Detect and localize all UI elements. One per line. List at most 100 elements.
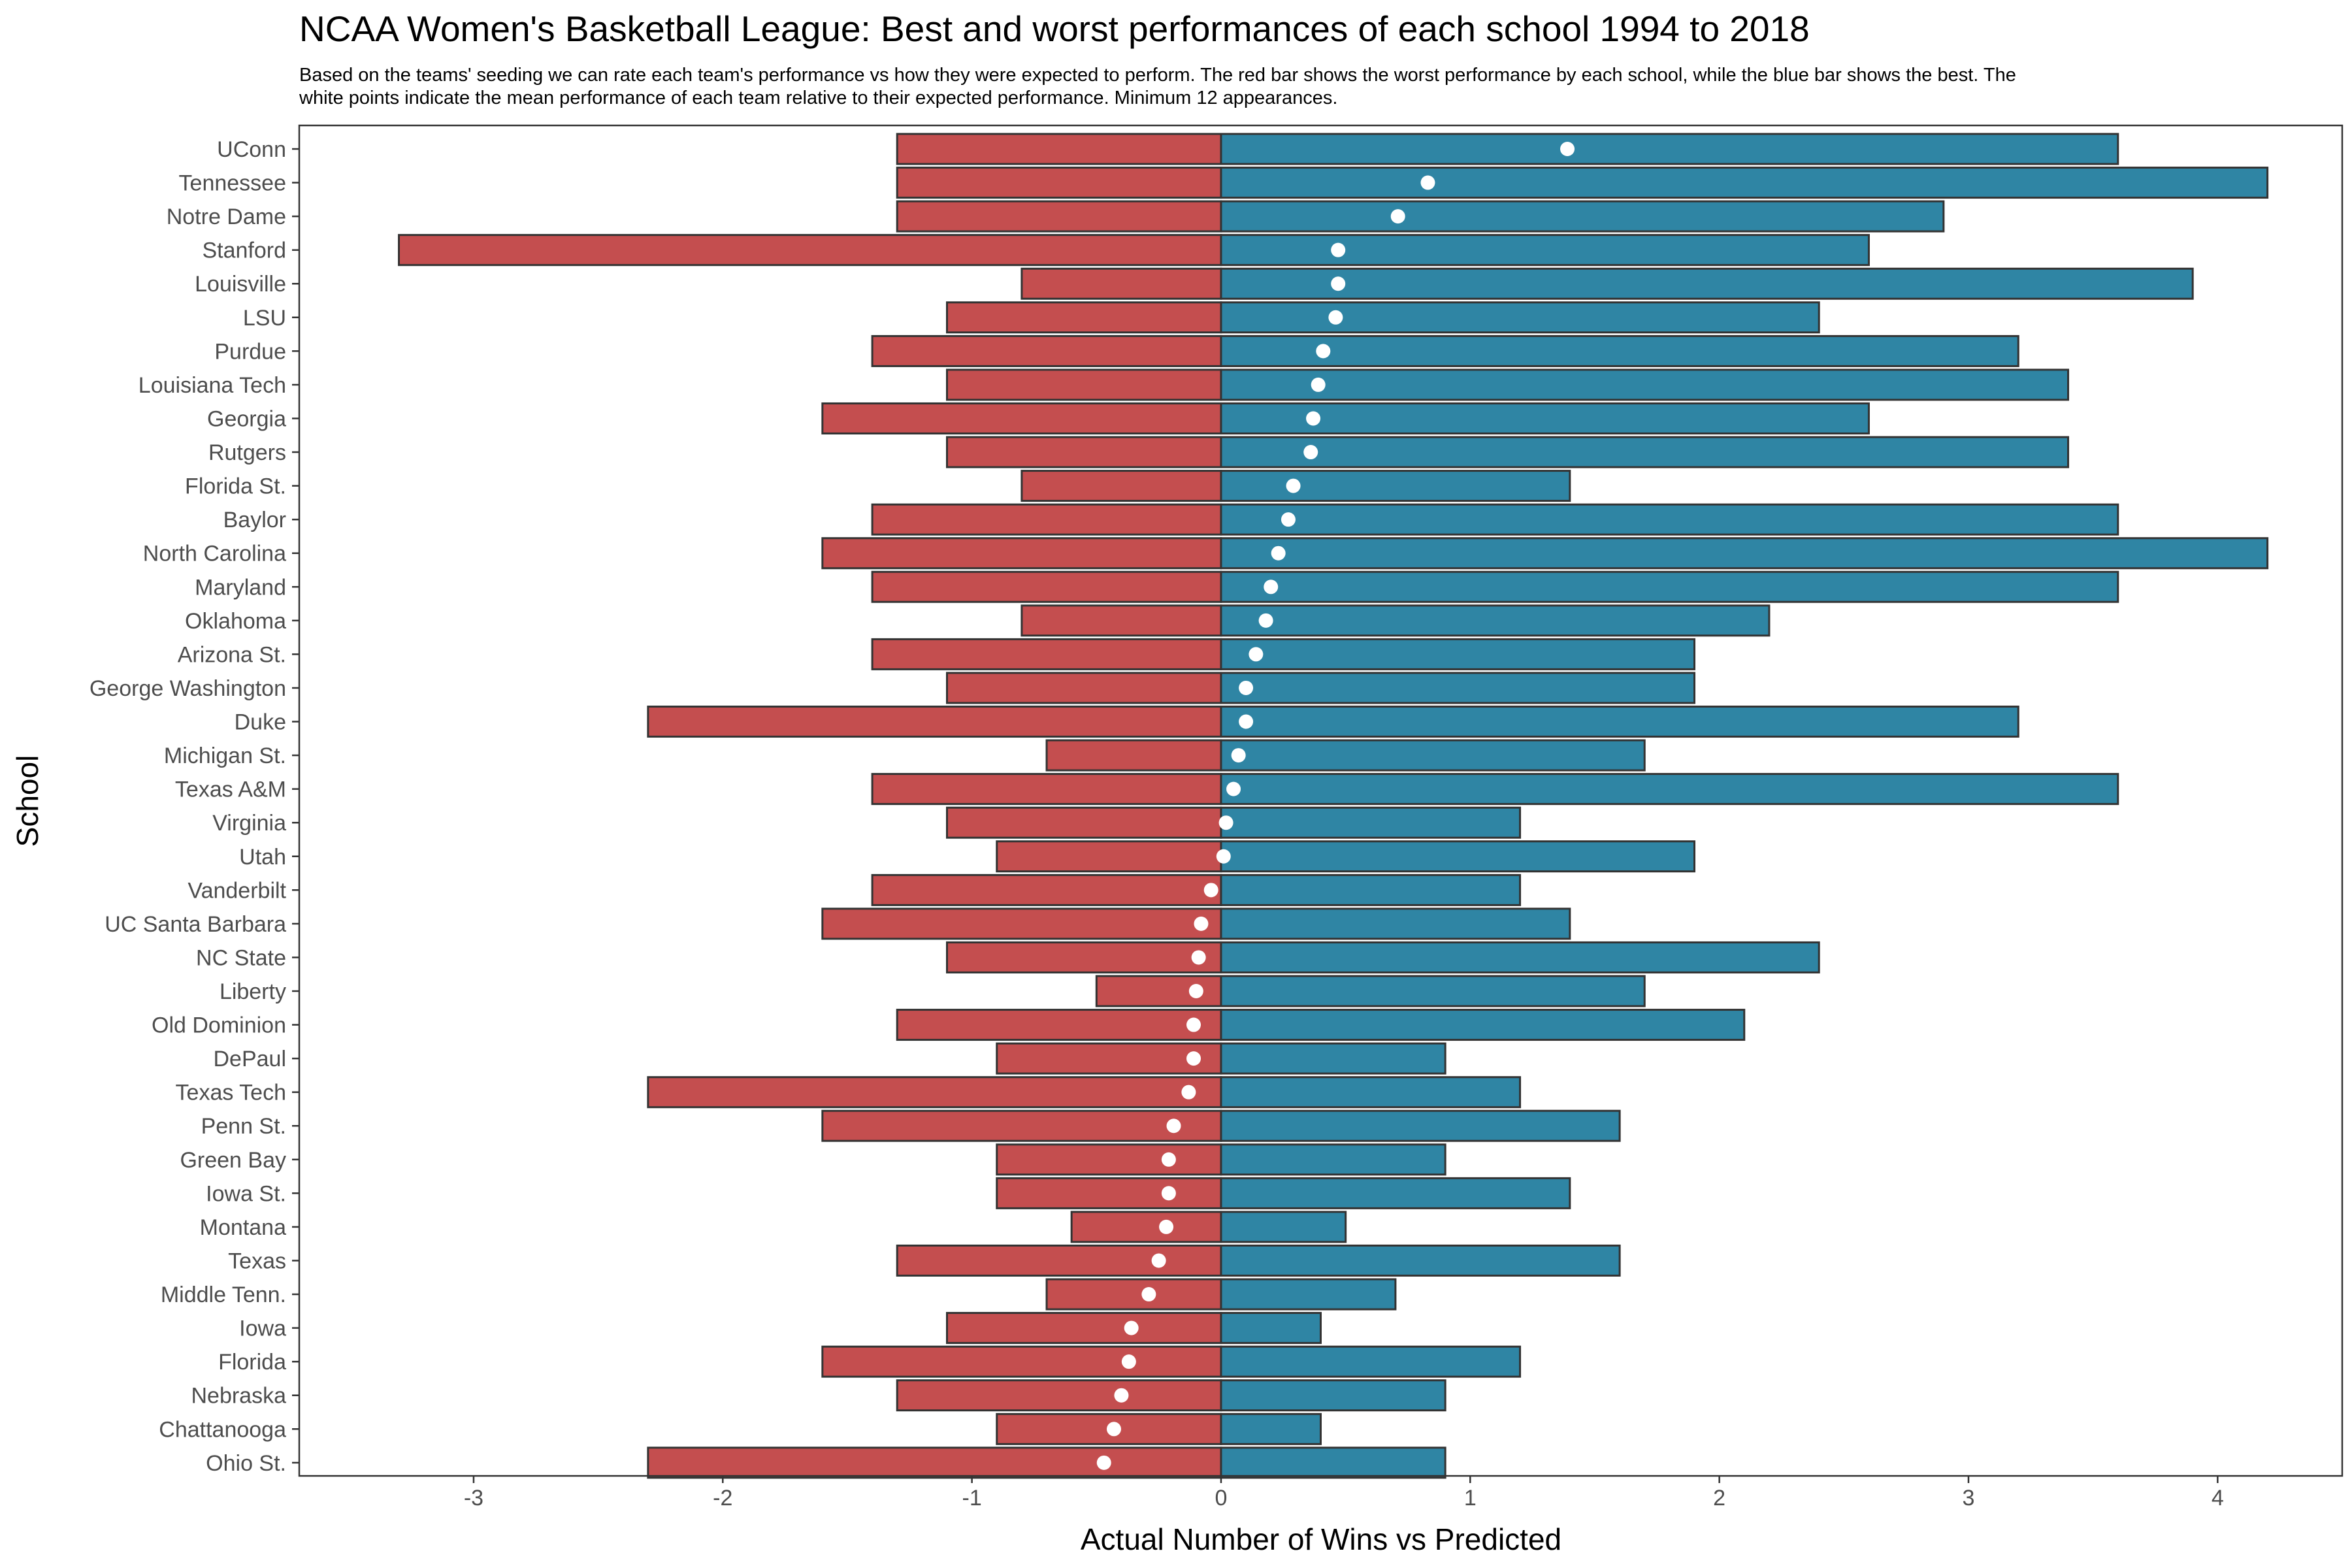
best-bar-florida <box>1220 1345 1522 1378</box>
best-bar-iowa-st <box>1220 1177 1571 1209</box>
mean-point-rutgers <box>1303 445 1318 460</box>
y-axis-title: School <box>10 755 44 847</box>
mean-point-uc-santa-barbara <box>1194 916 1209 931</box>
mean-point-penn-st <box>1166 1119 1181 1134</box>
worst-bar-green-bay <box>996 1143 1222 1176</box>
mean-point-texas-aandm <box>1226 781 1241 796</box>
y-tick-label-north-carolina: North Carolina <box>143 542 286 566</box>
best-bar-duke <box>1220 706 2019 738</box>
bars-layer <box>398 133 2269 1479</box>
best-bar-louisiana-tech <box>1220 368 2070 401</box>
worst-bar-rutgers <box>945 436 1222 468</box>
worst-bar-utah <box>996 840 1222 873</box>
x-tick-label--1: -1 <box>962 1486 982 1511</box>
y-tick-label-chattanooga: Chattanooga <box>159 1417 286 1442</box>
x-tick-label-4: 4 <box>2212 1486 2224 1511</box>
worst-bar-penn-st <box>821 1109 1222 1142</box>
worst-bar-virginia <box>945 806 1222 839</box>
y-tick-label-uc-santa-barbara: UC Santa Barbara <box>105 912 286 937</box>
worst-bar-iowa <box>945 1312 1222 1345</box>
mean-point-vanderbilt <box>1203 883 1218 898</box>
worst-bar-old-dominion <box>896 1009 1222 1041</box>
worst-bar-stanford <box>398 234 1222 267</box>
best-bar-green-bay <box>1220 1143 1446 1176</box>
worst-bar-tennessee <box>896 167 1222 199</box>
worst-bar-duke <box>647 706 1222 738</box>
x-axis-title: Actual Number of Wins vs Predicted <box>1081 1522 1561 1556</box>
mean-point-old-dominion <box>1186 1017 1201 1032</box>
mean-point-middle-tenn <box>1141 1287 1156 1302</box>
y-tick-label-florida-st: Florida St. <box>185 474 286 499</box>
best-bar-tennessee <box>1220 167 2269 199</box>
x-axis-labels: -3 -2 -1 0 1 2 3 4 <box>464 1476 2224 1511</box>
worst-bar-ohio-st <box>647 1446 1222 1479</box>
plot-panel-border <box>298 124 2344 1477</box>
y-tick-label-green-bay: Green Bay <box>180 1148 286 1173</box>
y-tick-label-florida: Florida <box>218 1350 286 1375</box>
worst-bar-louisville <box>1021 267 1222 300</box>
best-bar-iowa <box>1220 1312 1322 1345</box>
y-tick-label-iowa-st: Iowa St. <box>206 1181 286 1206</box>
mean-points-layer <box>1096 142 1575 1470</box>
best-bar-rutgers <box>1220 436 2070 468</box>
mean-point-texas-tech <box>1181 1085 1196 1100</box>
y-tick-label-iowa: Iowa <box>239 1316 286 1341</box>
mean-point-notre-dame <box>1390 209 1405 224</box>
mean-point-nebraska <box>1114 1388 1129 1403</box>
worst-bar-notre-dame <box>896 200 1222 233</box>
y-tick-label-texas: Texas <box>228 1249 286 1273</box>
best-bar-lsu <box>1220 301 1820 334</box>
y-tick-label-duke: Duke <box>235 710 286 735</box>
best-bar-penn-st <box>1220 1109 1621 1142</box>
mean-point-depaul <box>1186 1051 1201 1066</box>
worst-bar-middle-tenn <box>1045 1278 1222 1311</box>
y-axis-labels: UConn Tennessee Notre Dame Stanford Louisvil… <box>90 137 299 1476</box>
mean-point-uconn <box>1560 142 1575 156</box>
best-bar-depaul <box>1220 1042 1446 1075</box>
best-bar-liberty <box>1220 975 1646 1007</box>
y-tick-label-utah: Utah <box>239 845 286 870</box>
best-bar-nebraska <box>1220 1379 1446 1412</box>
worst-bar-nc-state <box>945 941 1222 973</box>
best-bar-texas-tech <box>1220 1076 1522 1109</box>
mean-point-north-carolina <box>1271 546 1286 561</box>
y-tick-label-uconn: UConn <box>217 137 286 162</box>
mean-point-louisville <box>1331 276 1346 291</box>
best-bar-montana <box>1220 1211 1347 1243</box>
best-bar-ohio-st <box>1220 1446 1446 1479</box>
worst-bar-montana <box>1070 1211 1222 1243</box>
y-tick-label-nc-state: NC State <box>196 945 286 970</box>
worst-bar-maryland <box>871 570 1222 603</box>
y-tick-label-nebraska: Nebraska <box>191 1384 286 1409</box>
best-bar-purdue <box>1220 335 2019 367</box>
chart-title: NCAA Women's Basketball League: Best and… <box>299 8 1810 49</box>
x-tick-label-3: 3 <box>1963 1486 1975 1511</box>
y-tick-label-arizona-st: Arizona St. <box>178 642 286 667</box>
best-bar-texas <box>1220 1244 1621 1277</box>
best-bar-utah <box>1220 840 1696 873</box>
y-tick-label-michigan-st: Michigan St. <box>164 743 286 768</box>
y-tick-label-vanderbilt: Vanderbilt <box>188 878 286 903</box>
worst-bar-louisiana-tech <box>945 368 1222 401</box>
worst-bar-depaul <box>996 1042 1222 1075</box>
y-tick-label-ohio-st: Ohio St. <box>206 1451 286 1476</box>
worst-bar-texas <box>896 1244 1222 1277</box>
x-tick-label-0: 0 <box>1215 1486 1228 1511</box>
worst-bar-texas-tech <box>647 1076 1222 1109</box>
mean-point-duke <box>1239 714 1254 729</box>
x-tick-label--3: -3 <box>464 1486 483 1511</box>
best-bar-stanford <box>1220 234 1870 267</box>
worst-bar-george-washington <box>945 672 1222 704</box>
mean-point-montana <box>1159 1219 1174 1234</box>
best-bar-texas-aandm <box>1220 773 2119 806</box>
y-tick-label-penn-st: Penn St. <box>201 1114 286 1139</box>
mean-point-baylor <box>1281 512 1296 527</box>
worst-bar-baylor <box>871 503 1222 536</box>
worst-bar-lsu <box>945 301 1222 334</box>
best-bar-nc-state <box>1220 941 1820 973</box>
best-bar-virginia <box>1220 806 1522 839</box>
best-bar-uconn <box>1220 133 2119 165</box>
worst-bar-uc-santa-barbara <box>821 907 1222 940</box>
y-tick-label-maryland: Maryland <box>195 575 286 600</box>
